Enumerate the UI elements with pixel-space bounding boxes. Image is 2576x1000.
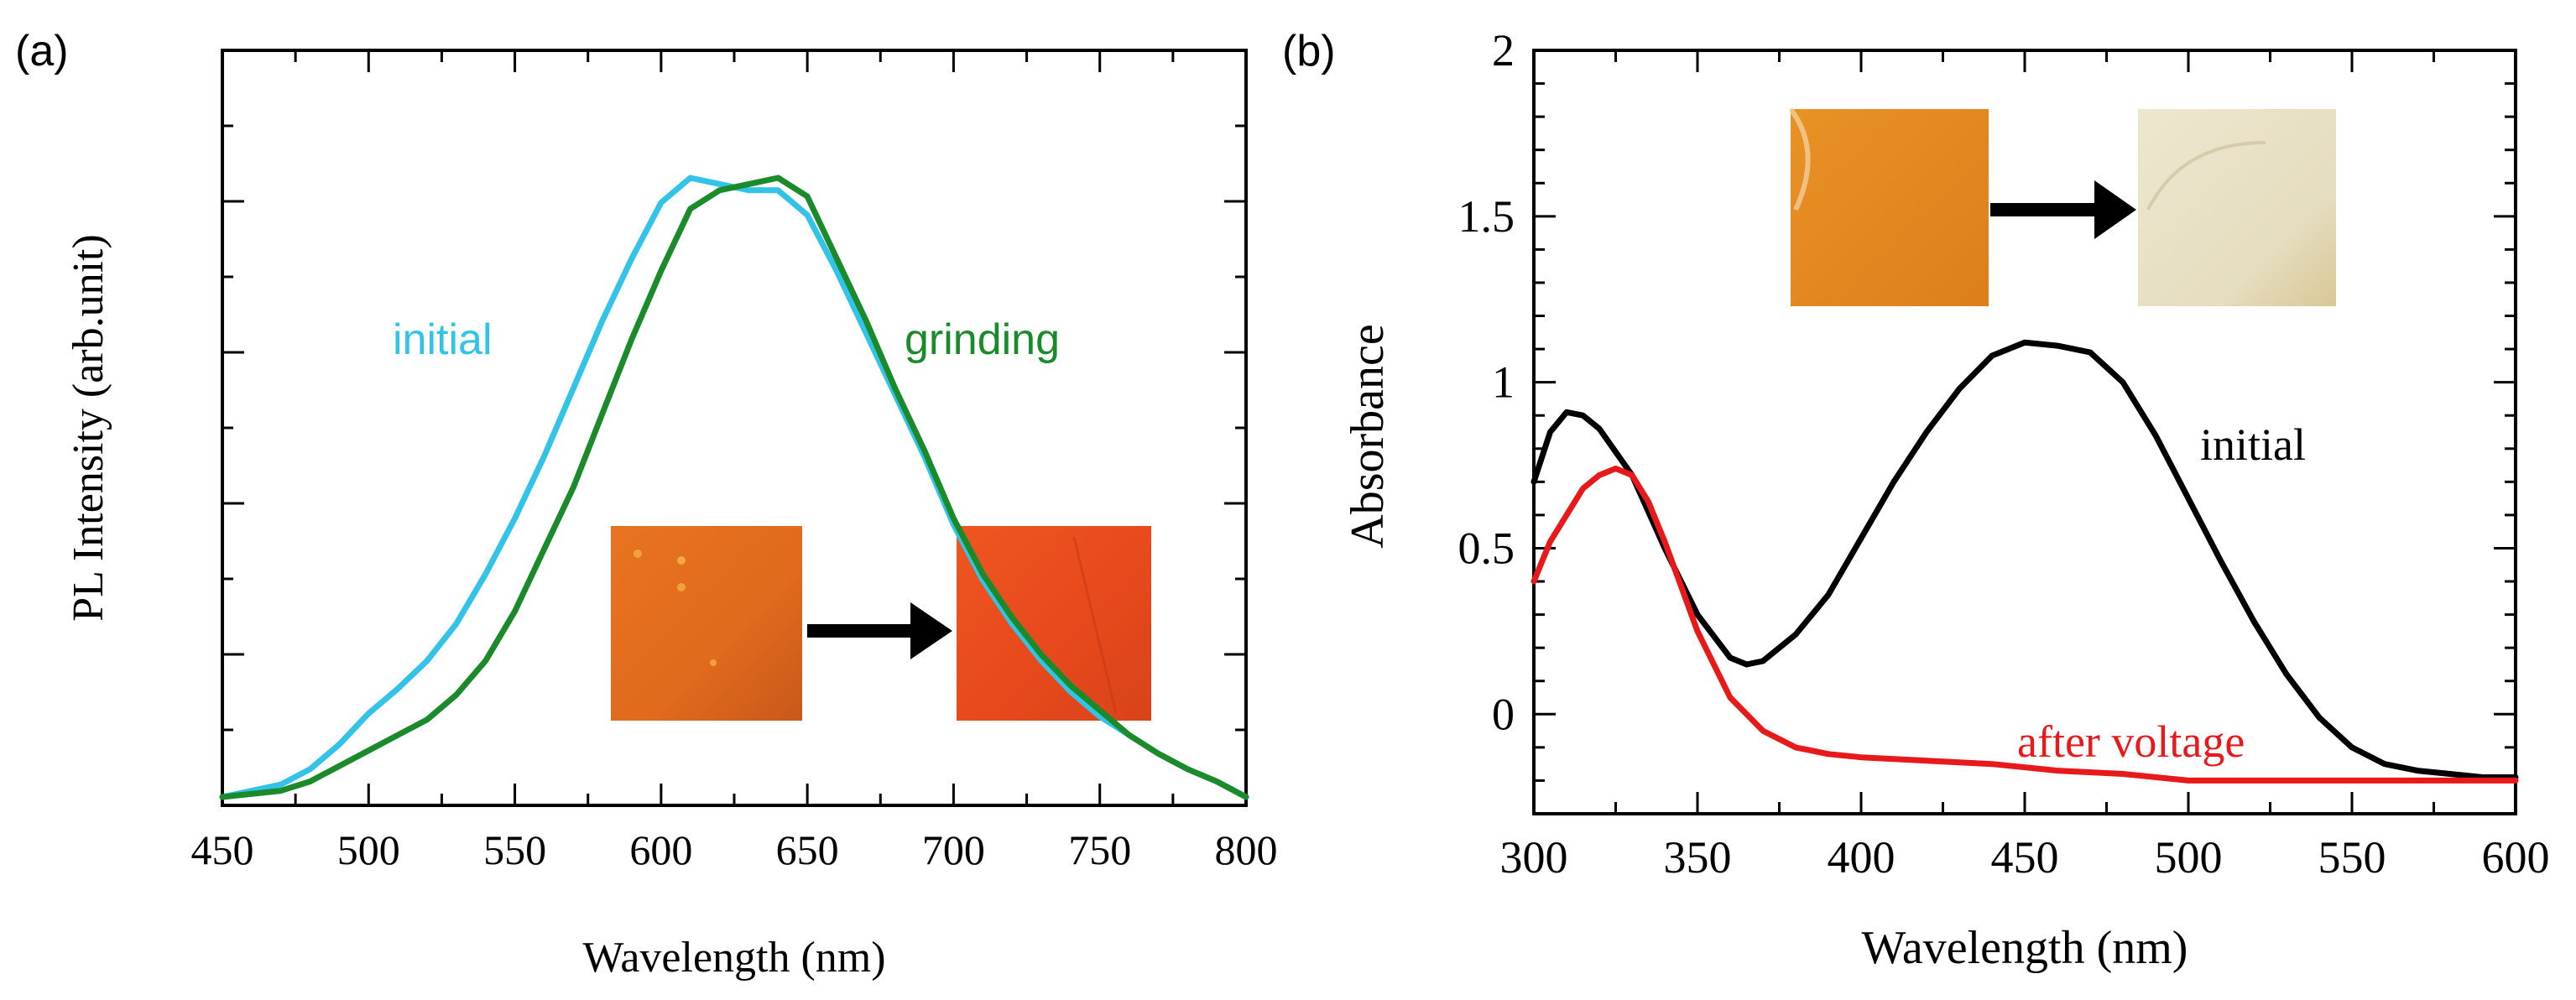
- panel-a-y-axis-label: PL Intensity (arb.unit): [65, 234, 112, 622]
- x-tick-label: 600: [2482, 832, 2550, 883]
- x-tick-label: 300: [1500, 832, 1568, 883]
- photo-edge: [1788, 107, 1811, 211]
- panel-a-y-ticks: [222, 49, 1246, 807]
- arrow-right-icon: [910, 602, 952, 659]
- photo-speck: [677, 583, 686, 591]
- panel-b-y-ticks: 0 0.5 1 1.5 2: [1458, 25, 2516, 815]
- before-voltage-photo: [1791, 109, 1989, 306]
- panel-a-x-ticks: 450 500 550 600 650 700 750 800: [191, 50, 1278, 873]
- panel-a-x-axis-label: Wavelength (nm): [582, 934, 885, 982]
- annotation-grinding: grinding: [905, 315, 1060, 364]
- series-line-grinding: [219, 174, 1249, 800]
- x-tick-label: 550: [483, 826, 546, 873]
- y-tick-label: 0.5: [1458, 523, 1515, 573]
- photo-speck: [710, 659, 717, 666]
- annotation-after-voltage: after voltage: [2017, 716, 2245, 767]
- panel-b-plot-frame: [1532, 49, 2517, 815]
- series-line-after-voltage: [1530, 466, 2519, 784]
- panel-b-y-axis-label: Absorbance: [1342, 324, 1394, 548]
- photo-streak: [1072, 536, 1118, 714]
- x-tick-label: 750: [1068, 826, 1131, 873]
- after-voltage-photo: [2138, 109, 2336, 306]
- x-tick-label: 650: [776, 826, 839, 873]
- x-tick-label: 400: [1828, 832, 1895, 883]
- photo-speck: [634, 549, 642, 558]
- y-tick-label: 2: [1492, 25, 1515, 76]
- before-grinding-photo: [611, 526, 802, 721]
- panel-b-x-axis-label: Wavelength (nm): [1862, 922, 2188, 974]
- arrow-right-icon: [2094, 180, 2136, 239]
- after-grinding-photo: [957, 526, 1151, 721]
- annotation-initial-a: initial: [393, 315, 493, 364]
- x-tick-label: 600: [629, 826, 692, 873]
- x-tick-label: 500: [337, 826, 400, 873]
- panel-b-x-ticks: 300 350 400 450 500 550 600: [1500, 50, 2550, 883]
- panel-a: (a) 450 500 550 600 650 700 750 800: [15, 27, 1278, 982]
- x-tick-label: 800: [1215, 826, 1278, 873]
- y-tick-label: 1.5: [1458, 191, 1515, 242]
- panel-b-inset: [1788, 107, 2336, 306]
- series-line-initial: [1530, 339, 2519, 780]
- panel-b: (b) 300 350 400 450 500 550 600 0 0.5 1 1.5 2: [1282, 25, 2550, 974]
- panel-a-series: [219, 174, 1249, 800]
- panel-b-series: [1530, 339, 2519, 784]
- series-line-initial: [219, 174, 1249, 800]
- y-tick-label: 0: [1492, 689, 1515, 739]
- annotation-initial-b: initial: [2200, 419, 2306, 470]
- panel-b-label: (b): [1282, 27, 1336, 76]
- x-tick-label: 450: [191, 826, 254, 873]
- x-tick-label: 700: [922, 826, 985, 873]
- x-tick-label: 350: [1664, 832, 1732, 883]
- photo-speck: [677, 556, 686, 565]
- x-tick-label: 500: [2155, 832, 2223, 883]
- y-tick-label: 1: [1492, 357, 1515, 408]
- panel-a-inset: [611, 526, 1151, 721]
- x-tick-label: 550: [2318, 832, 2386, 883]
- photo-edge: [2146, 141, 2266, 211]
- x-tick-label: 450: [1991, 832, 2059, 883]
- panel-a-label: (a): [15, 27, 69, 76]
